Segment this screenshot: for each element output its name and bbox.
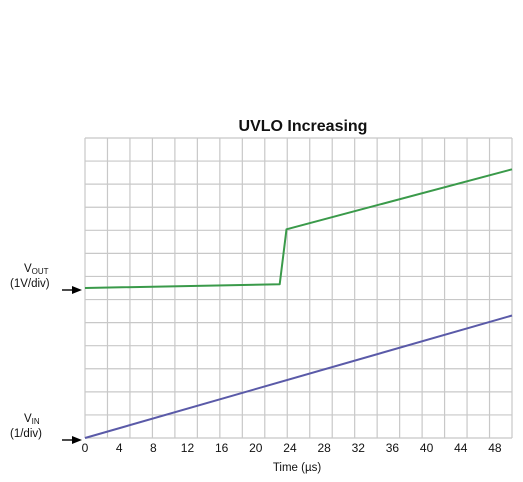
y-side-label-2: VIN (1/div) <box>10 413 82 444</box>
x-tick-label: 16 <box>215 441 229 455</box>
series-line-2 <box>84 314 513 439</box>
x-tick-labels: 0 4 8 12 16 20 24 28 32 36 40 44 48 <box>82 441 502 455</box>
x-tick-label: 20 <box>249 441 263 455</box>
grid <box>84 137 513 439</box>
x-tick-label: 40 <box>420 441 434 455</box>
y-side-label-1: VOUT (1V/div) <box>10 263 82 294</box>
series-line-1 <box>84 168 513 289</box>
side-label-name: VOUT <box>24 263 49 276</box>
x-tick-label: 32 <box>352 441 366 455</box>
x-tick-label: 12 <box>181 441 195 455</box>
x-tick-label: 24 <box>283 441 297 455</box>
x-tick-label: 48 <box>488 441 502 455</box>
side-label-name: VIN <box>24 413 40 426</box>
x-tick-label: 28 <box>317 441 331 455</box>
series-group <box>84 168 513 439</box>
x-axis-label: Time (µs) <box>273 462 322 474</box>
arrow-head-icon <box>72 436 82 444</box>
y-side-labels: VOUT (1V/div) VIN (1/div) <box>10 263 82 444</box>
x-tick-label: 4 <box>116 441 123 455</box>
x-tick-label: 0 <box>82 441 89 455</box>
x-tick-label: 44 <box>454 441 468 455</box>
x-tick-label: 8 <box>150 441 157 455</box>
x-tick-label: 36 <box>386 441 400 455</box>
side-label-scale: (1/div) <box>10 428 42 440</box>
chart-title: UVLO Increasing <box>239 118 368 135</box>
side-label-scale: (1V/div) <box>10 278 50 290</box>
arrow-head-icon <box>72 286 82 294</box>
